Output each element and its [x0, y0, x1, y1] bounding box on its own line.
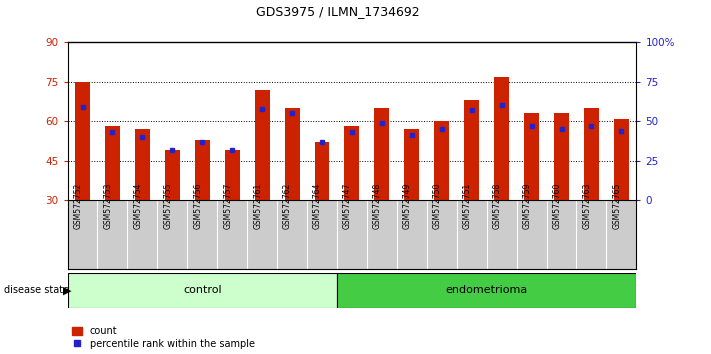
Bar [75, 82, 90, 200]
Text: control: control [183, 285, 222, 295]
Bar [494, 76, 509, 200]
Text: GSM572758: GSM572758 [493, 182, 502, 229]
Bar [68, 273, 337, 308]
Bar [375, 108, 390, 200]
Bar [337, 273, 636, 308]
Bar [165, 150, 180, 200]
Bar [464, 100, 479, 200]
Text: GSM572762: GSM572762 [283, 182, 292, 229]
Bar [225, 150, 240, 200]
Text: GSM572754: GSM572754 [134, 182, 142, 229]
Bar [284, 108, 299, 200]
Bar [614, 119, 629, 200]
Bar [405, 129, 419, 200]
Text: GSM572763: GSM572763 [582, 182, 592, 229]
Text: GSM572756: GSM572756 [193, 182, 202, 229]
Text: GSM572760: GSM572760 [552, 182, 562, 229]
Text: GSM572765: GSM572765 [612, 182, 621, 229]
Bar [135, 129, 150, 200]
Text: GSM572747: GSM572747 [343, 182, 352, 229]
Text: GDS3975 / ILMN_1734692: GDS3975 / ILMN_1734692 [256, 5, 419, 18]
Text: endometrioma: endometrioma [446, 285, 528, 295]
Text: GSM572749: GSM572749 [403, 182, 412, 229]
Text: GSM572753: GSM572753 [103, 182, 112, 229]
Text: ▶: ▶ [63, 285, 71, 295]
Bar [255, 90, 269, 200]
Bar [584, 108, 599, 200]
Bar [344, 126, 360, 200]
Bar [314, 142, 329, 200]
Bar [524, 113, 539, 200]
Text: GSM572755: GSM572755 [164, 182, 172, 229]
Bar [195, 139, 210, 200]
Text: GSM572752: GSM572752 [73, 182, 82, 229]
Text: GSM572764: GSM572764 [313, 182, 322, 229]
Text: GSM572759: GSM572759 [523, 182, 532, 229]
Bar [434, 121, 449, 200]
Text: disease state: disease state [4, 285, 69, 295]
Legend: count, percentile rank within the sample: count, percentile rank within the sample [73, 326, 255, 349]
Text: GSM572748: GSM572748 [373, 182, 382, 229]
Bar [105, 126, 120, 200]
Text: GSM572750: GSM572750 [433, 182, 442, 229]
Text: GSM572757: GSM572757 [223, 182, 232, 229]
Text: GSM572751: GSM572751 [463, 182, 471, 229]
Bar [554, 113, 569, 200]
Text: GSM572761: GSM572761 [253, 182, 262, 229]
